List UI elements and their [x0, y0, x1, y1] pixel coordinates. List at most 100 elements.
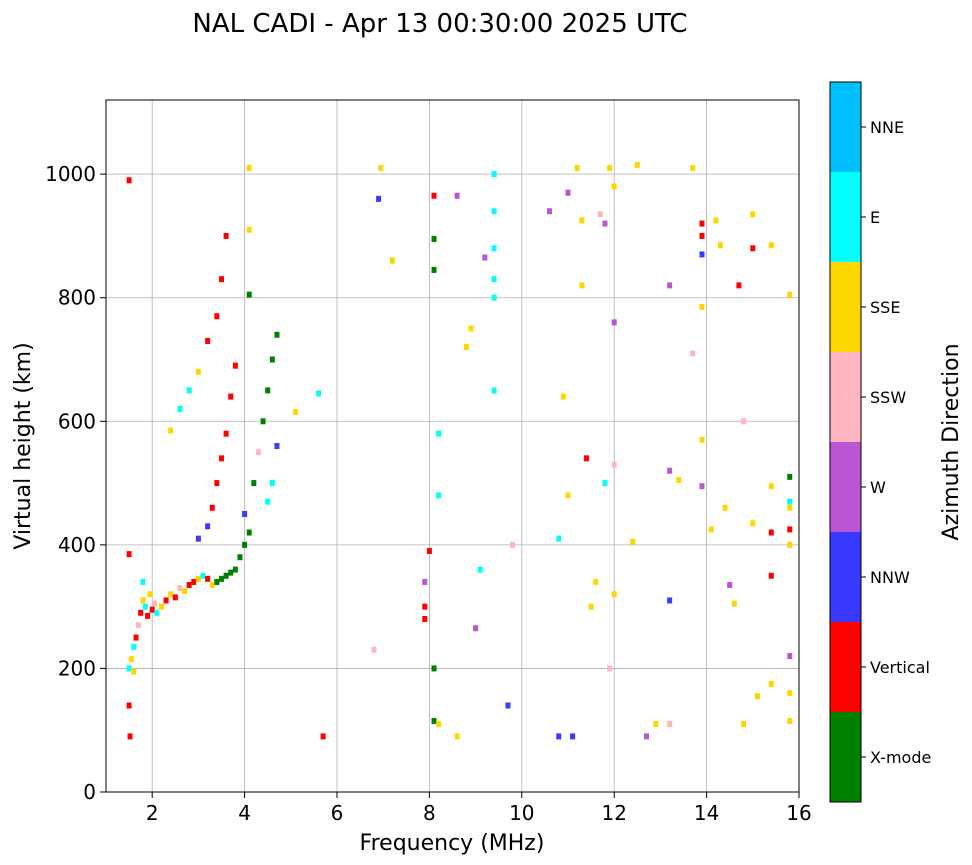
echo-point: [699, 220, 705, 227]
echo-point: [152, 600, 158, 607]
echo-point: [454, 733, 460, 740]
echo-point: [138, 609, 144, 616]
colorbar-segment: [830, 82, 861, 172]
echo-point: [787, 473, 793, 480]
echo-point: [260, 418, 266, 425]
echo-point: [209, 582, 215, 589]
echo-point: [750, 211, 756, 218]
echo-point: [255, 449, 261, 456]
echo-point: [182, 588, 188, 595]
echo-point: [611, 461, 617, 468]
echo-point: [644, 733, 650, 740]
echo-point: [265, 498, 271, 505]
echo-point: [209, 504, 215, 511]
echo-point: [468, 325, 474, 332]
echo-point: [583, 455, 589, 462]
echo-point: [579, 217, 585, 224]
echo-point: [431, 665, 437, 672]
echo-point: [163, 597, 169, 604]
x-tick-label: 2: [146, 801, 159, 825]
echo-point: [426, 548, 432, 555]
y-tick-label: 0: [83, 780, 96, 804]
echo-point: [186, 582, 192, 589]
echo-point: [158, 603, 164, 610]
echo-point: [574, 164, 580, 171]
echo-point: [565, 189, 571, 196]
echo-point: [436, 492, 442, 499]
y-tick-label: 200: [58, 656, 96, 680]
echo-point: [140, 578, 146, 585]
echo-point: [491, 387, 497, 394]
echo-point: [242, 510, 248, 517]
echo-point: [242, 541, 248, 548]
echo-point: [731, 600, 737, 607]
y-axis-label: Virtual height (km): [11, 342, 36, 549]
echo-point: [699, 232, 705, 239]
echo-point: [653, 721, 659, 728]
x-tick-label: 12: [601, 801, 626, 825]
echo-point: [431, 236, 437, 243]
colorbar-label: Azimuth Direction: [939, 343, 964, 540]
y-tick-label: 1000: [45, 162, 96, 186]
echo-point: [205, 523, 211, 530]
echo-point: [214, 480, 220, 487]
x-tick-label: 14: [694, 801, 719, 825]
echo-point: [768, 242, 774, 249]
echo-point: [232, 566, 238, 573]
colorbar-tick-label: NNW: [870, 568, 910, 587]
echo-point: [274, 443, 280, 449]
echo-point: [611, 183, 617, 190]
x-tick-label: 4: [238, 801, 251, 825]
echo-point: [699, 251, 705, 258]
colorbar-segment: [830, 712, 861, 802]
x-tick-label: 8: [423, 801, 436, 825]
echo-point: [376, 195, 382, 202]
echo-point: [126, 702, 132, 709]
colorbar-tick-label: E: [870, 208, 880, 227]
echo-point: [195, 535, 201, 542]
echo-point: [750, 245, 756, 252]
echo-point: [126, 665, 132, 672]
echo-point: [219, 276, 224, 283]
echo-point: [713, 217, 719, 224]
echo-point: [634, 161, 640, 168]
echo-point: [768, 680, 774, 687]
echo-point: [787, 653, 793, 660]
echo-point: [149, 606, 155, 613]
y-axis-ticks: 0 200 400 600 800 1000: [45, 162, 106, 804]
echo-point: [142, 603, 148, 610]
echo-point: [316, 390, 322, 397]
echo-point: [232, 362, 238, 369]
echo-point: [611, 319, 617, 326]
echo-point: [269, 480, 275, 487]
echo-point: [219, 455, 224, 462]
echo-point: [593, 578, 599, 585]
y-tick-label: 400: [58, 533, 96, 557]
echo-point: [246, 291, 252, 298]
echo-point: [436, 430, 442, 437]
colorbar-segment: [830, 172, 861, 262]
echo-point: [570, 733, 576, 740]
echo-point: [422, 578, 428, 585]
echo-point: [556, 733, 562, 740]
colorbar-segment: [830, 532, 861, 622]
echo-point: [147, 591, 153, 598]
colorbar-segment: [830, 262, 861, 352]
colorbar-tick-label: NNE: [870, 118, 904, 137]
echo-point: [205, 575, 211, 582]
data-points: [126, 161, 793, 740]
echo-point: [708, 526, 714, 533]
echo-point: [607, 665, 613, 672]
echo-point: [741, 721, 747, 728]
x-axis-ticks: 2 4 6 8 10 12 14 16: [146, 792, 812, 825]
echo-point: [131, 668, 137, 675]
echo-point: [602, 220, 608, 227]
y-tick-label: 800: [58, 286, 96, 310]
echo-point: [491, 245, 497, 252]
echo-point: [565, 492, 571, 499]
echo-point: [588, 603, 594, 610]
echo-point: [750, 520, 756, 527]
echo-point: [787, 291, 793, 298]
echo-point: [607, 164, 613, 171]
echo-point: [131, 643, 137, 650]
